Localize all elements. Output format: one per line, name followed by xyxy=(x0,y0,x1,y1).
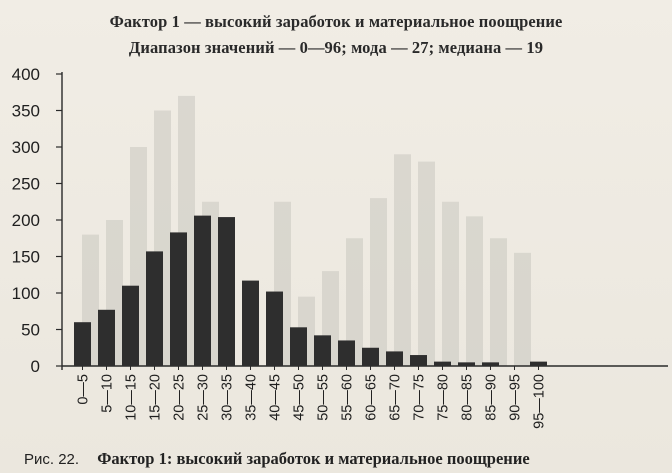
y-tick-label: 250 xyxy=(12,175,40,194)
show-through-bar xyxy=(418,161,435,366)
bar-17 xyxy=(458,362,475,366)
bar-2 xyxy=(98,309,115,366)
show-through-bar xyxy=(466,216,483,366)
x-tick-label: 30—35 xyxy=(220,374,236,421)
bar-4 xyxy=(146,251,163,366)
bar-10 xyxy=(290,327,307,366)
bar-3 xyxy=(122,285,139,366)
bar-20 xyxy=(530,361,547,366)
x-tick-label: 45—50 xyxy=(292,374,308,421)
y-tick-label: 100 xyxy=(12,284,40,303)
bar-5 xyxy=(170,232,187,366)
x-tick-label: 80—85 xyxy=(460,374,476,421)
show-through-bar xyxy=(442,201,459,366)
x-tick-label: 60—65 xyxy=(364,374,380,421)
bar-14 xyxy=(386,351,403,366)
y-tick-label: 0 xyxy=(31,357,40,376)
chart-title: Фактор 1 — высокий заработок и материаль… xyxy=(109,12,563,31)
figure-number: Рис. 22. xyxy=(24,451,80,468)
x-tick-label: 50—55 xyxy=(316,374,332,421)
bar-15 xyxy=(410,355,427,366)
chart-subtitle: Диапазон значений — 0—96; мода — 27; мед… xyxy=(128,38,544,57)
bar-12 xyxy=(338,340,355,366)
tick-labels: 0 50 100 150 200 250 300 350 400 0—5 5—10 10—15 15—2… xyxy=(12,65,548,429)
show-through-bar xyxy=(394,154,411,366)
bar-18 xyxy=(482,362,499,366)
bar-7 xyxy=(218,217,235,366)
bar-11 xyxy=(314,335,331,366)
bars xyxy=(74,215,547,366)
x-tick-label: 40—45 xyxy=(268,374,284,421)
show-through-bar xyxy=(346,238,363,366)
x-tick-label: 85—90 xyxy=(484,374,500,421)
x-tick-label: 70—75 xyxy=(412,374,428,421)
show-through-bar xyxy=(370,198,387,366)
figure-caption: Рис. 22. Фактор 1: высокий заработок и м… xyxy=(24,449,530,469)
show-through-bar xyxy=(514,252,531,366)
bar-9 xyxy=(266,291,283,366)
x-tick-label: 75—80 xyxy=(436,374,452,421)
caption-text: Фактор 1: высокий заработок и материальн… xyxy=(97,449,530,468)
bar-13 xyxy=(362,347,379,366)
y-tick-label: 50 xyxy=(21,321,40,340)
x-tick-label: 15—20 xyxy=(148,374,164,421)
y-tick-label: 300 xyxy=(12,138,40,157)
x-tick-label: 35—40 xyxy=(244,374,260,421)
x-tick-label: 0—5 xyxy=(76,374,92,405)
x-tick-label: 95—100 xyxy=(532,374,548,429)
x-tick-label: 20—25 xyxy=(172,374,188,421)
x-tick-label: 25—30 xyxy=(196,374,212,421)
x-tick-label: 90—95 xyxy=(508,374,524,421)
x-tick-label: 65—70 xyxy=(388,374,404,421)
y-tick-label: 400 xyxy=(12,65,40,84)
bar-16 xyxy=(434,361,451,366)
bar-1 xyxy=(74,322,91,366)
x-tick-label: 10—15 xyxy=(124,374,140,421)
y-tick-label: 350 xyxy=(12,102,40,121)
y-tick-label: 150 xyxy=(12,248,40,267)
bar-6 xyxy=(194,215,211,366)
y-tick-label: 200 xyxy=(12,211,40,230)
x-tick-label: 55—60 xyxy=(340,374,356,421)
show-through-bar xyxy=(490,238,507,366)
bar-8 xyxy=(242,280,259,366)
x-tick-label: 5—10 xyxy=(100,374,116,413)
